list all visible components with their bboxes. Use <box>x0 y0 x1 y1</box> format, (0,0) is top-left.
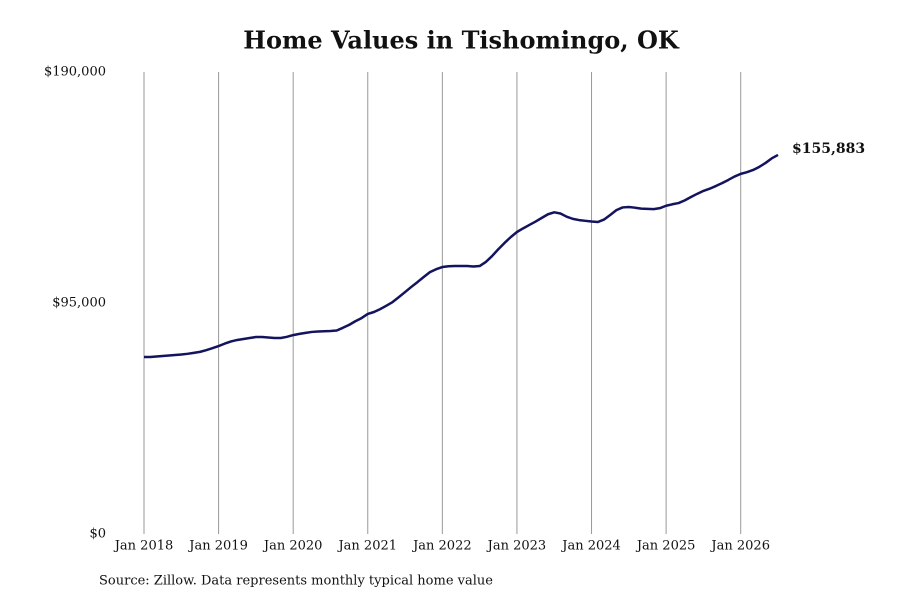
end-value-label: $155,883 <box>792 141 865 157</box>
x-tick-label: Jan 2024 <box>560 539 621 554</box>
x-tick-label: Jan 2021 <box>336 539 397 554</box>
x-tick-label: Jan 2025 <box>635 539 696 554</box>
x-tick-label: Jan 2026 <box>709 539 770 554</box>
line-series <box>144 153 779 359</box>
y-tick-label: $0 <box>89 527 106 542</box>
x-tick-label: Jan 2020 <box>262 539 323 554</box>
x-tick-label: Jan 2018 <box>113 539 174 554</box>
y-tick-label: $190,000 <box>44 65 106 80</box>
chart-title: Home Values in Tishomingo, OK <box>243 26 680 55</box>
y-tick-label: $95,000 <box>52 296 106 311</box>
source-note: Source: Zillow. Data represents monthly … <box>99 574 493 589</box>
x-tick-label: Jan 2023 <box>486 539 547 554</box>
x-tick-label: Jan 2019 <box>187 539 248 554</box>
x-tick-label: Jan 2022 <box>411 539 472 554</box>
